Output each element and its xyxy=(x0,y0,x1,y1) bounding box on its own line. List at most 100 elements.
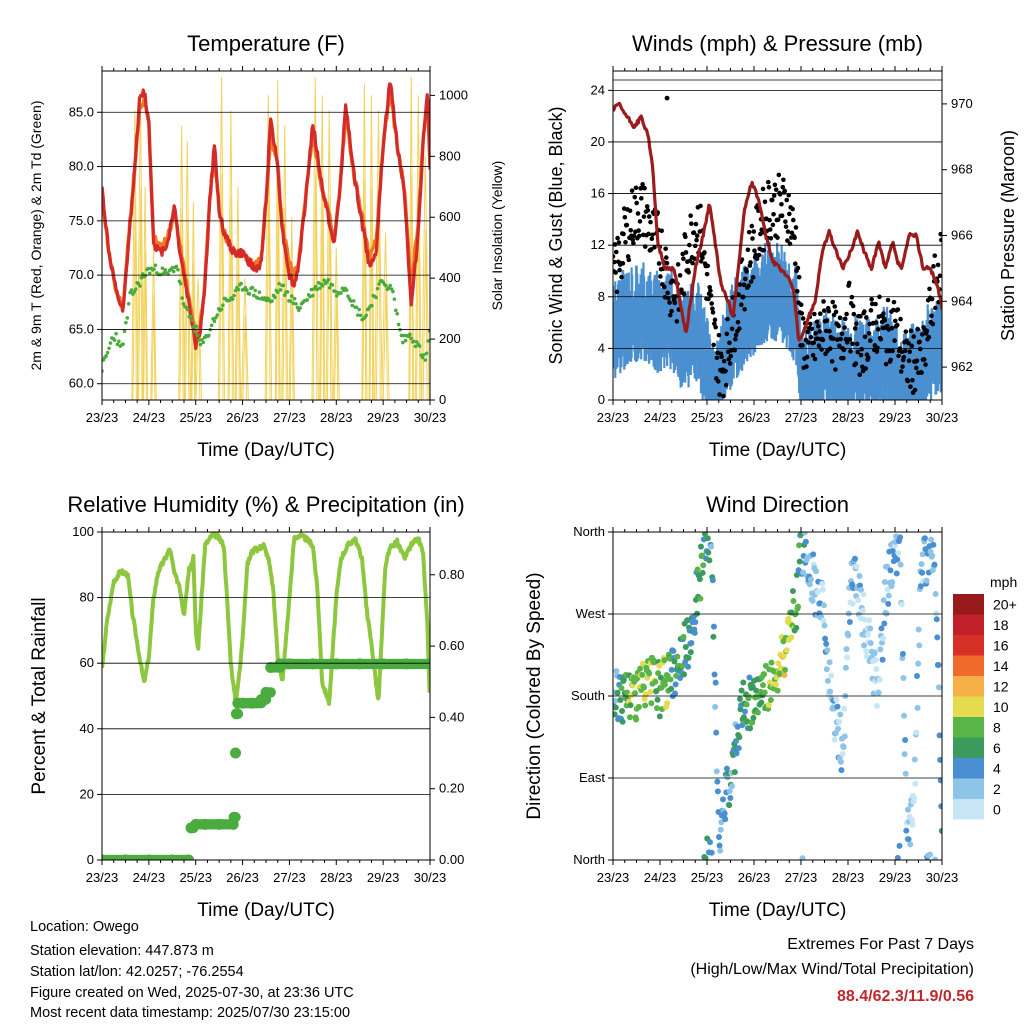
colorbar-swatch xyxy=(953,655,984,676)
gust-point xyxy=(691,230,697,235)
dewpoint-point xyxy=(396,322,401,327)
direction-point xyxy=(708,849,715,856)
footer-elevation: Station elevation: 447.873 m xyxy=(30,943,214,959)
gust-point xyxy=(836,323,841,329)
gust-point xyxy=(725,316,730,322)
gust-point xyxy=(713,324,718,330)
x-tick-label: 24/23 xyxy=(644,410,677,425)
direction-point xyxy=(713,768,720,775)
dewpoint-point xyxy=(402,333,407,338)
gust-point xyxy=(875,327,881,332)
gust-point xyxy=(640,232,646,238)
direction-point xyxy=(933,616,940,623)
x-tick-label: 29/23 xyxy=(879,410,912,425)
direction-point xyxy=(880,597,887,604)
gust-point xyxy=(721,358,727,364)
direction-point xyxy=(936,732,942,739)
gust-point xyxy=(686,270,691,275)
direction-point xyxy=(726,802,733,809)
direction-point xyxy=(712,679,719,686)
dewpoint-point xyxy=(393,308,398,313)
gust-point xyxy=(698,203,703,209)
gust-point xyxy=(758,231,763,237)
gust-point xyxy=(771,211,776,217)
direction-point xyxy=(701,532,708,537)
gust-point xyxy=(779,201,784,207)
direction-point xyxy=(893,570,900,577)
gust-point xyxy=(838,336,843,342)
direction-point xyxy=(708,543,715,550)
gust-point xyxy=(675,262,681,267)
plot-area xyxy=(613,95,942,400)
gust-point xyxy=(903,329,909,334)
direction-point xyxy=(672,690,679,697)
dewpoint-point xyxy=(117,339,121,344)
direction-point xyxy=(838,767,845,774)
colorbar-swatch xyxy=(953,635,984,656)
gust-point xyxy=(875,345,880,351)
gust-point xyxy=(780,184,786,190)
direction-point xyxy=(684,617,691,624)
direction-point xyxy=(900,675,907,682)
gust-point xyxy=(824,318,830,323)
direction-point xyxy=(930,541,937,548)
x-tick-label: 25/23 xyxy=(179,870,212,885)
y2-axis-label: Station Pressure (Maroon) xyxy=(998,130,1018,341)
direction-point xyxy=(851,555,858,562)
direction-point xyxy=(613,668,620,675)
gust-point xyxy=(902,348,908,354)
gust-point xyxy=(727,361,733,366)
dewpoint-point xyxy=(375,286,380,291)
gust-point xyxy=(683,250,689,255)
dewpoint-point xyxy=(315,287,319,292)
precip-point xyxy=(274,658,286,670)
direction-point xyxy=(845,632,852,639)
gust-point xyxy=(882,318,888,323)
gust-point xyxy=(748,279,754,284)
gust-point xyxy=(638,196,644,201)
dewpoint-point xyxy=(399,333,404,338)
gust-point xyxy=(908,384,913,390)
dewpoint-point xyxy=(391,289,395,294)
gust-point xyxy=(837,315,843,321)
y2-tick-label: 0 xyxy=(439,392,446,407)
y-tick-label: 24 xyxy=(591,82,605,97)
gust-point xyxy=(810,352,816,358)
direction-point xyxy=(894,854,901,860)
dewpoint-point xyxy=(230,297,235,301)
dewpoint-point xyxy=(192,329,197,334)
gust-point xyxy=(739,302,744,308)
dewpoint-point xyxy=(392,297,397,301)
x-tick-label: 28/23 xyxy=(832,870,865,885)
direction-point xyxy=(772,681,779,688)
gust-point xyxy=(815,323,821,329)
gust-point xyxy=(728,353,734,359)
gust-point xyxy=(812,311,817,317)
y-tick-label: 20 xyxy=(80,786,94,801)
dewpoint-point xyxy=(415,340,419,344)
x-tick-label: 25/23 xyxy=(691,870,724,885)
direction-point xyxy=(881,578,888,585)
direction-point xyxy=(861,616,868,623)
direction-point xyxy=(713,729,720,736)
x-tick-label: 28/23 xyxy=(320,410,353,425)
dewpoint-point xyxy=(146,266,151,271)
gust-point xyxy=(820,337,826,343)
gust-point xyxy=(632,194,638,200)
gust-point xyxy=(664,260,670,266)
dewpoint-point xyxy=(356,313,360,317)
direction-point xyxy=(828,672,835,679)
gust-point xyxy=(866,331,872,336)
direction-point xyxy=(714,778,721,785)
dewpoint-point xyxy=(176,267,180,272)
dewpoint-point xyxy=(133,287,138,291)
dewpoint-point xyxy=(209,323,214,328)
gust-point xyxy=(729,326,735,332)
gust-point xyxy=(932,253,938,258)
y2-tick-label: 0.40 xyxy=(439,709,464,724)
dewpoint-point xyxy=(374,295,378,300)
gust-point xyxy=(859,346,865,352)
gust-point xyxy=(878,336,884,342)
direction-point xyxy=(824,677,831,684)
dewpoint-point xyxy=(413,344,418,349)
